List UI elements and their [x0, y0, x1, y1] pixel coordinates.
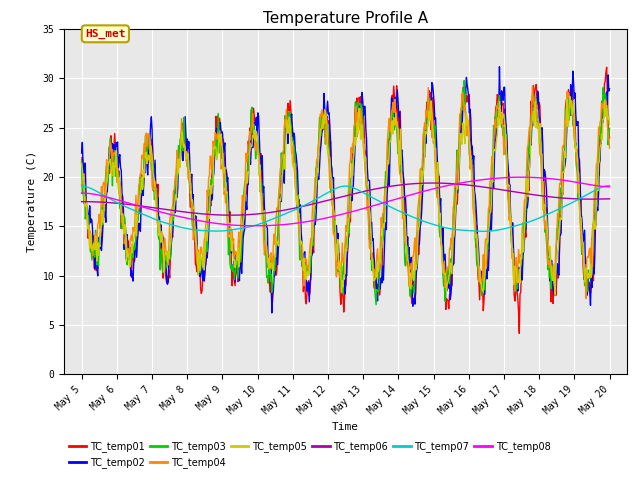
TC_temp01 [410, 280, 417, 286]
TC_temp07 [425, 220, 433, 226]
Line: TC_temp03: TC_temp03 [82, 81, 610, 305]
TC_temp03 [195, 264, 203, 270]
Line: TC_temp05: TC_temp05 [82, 96, 610, 295]
TC_temp03 [606, 125, 614, 131]
TC_temp05 [141, 151, 149, 157]
TC_temp08 [606, 184, 614, 190]
TC_temp03 [87, 247, 95, 252]
Line: TC_temp04: TC_temp04 [82, 87, 610, 299]
TC_temp07 [141, 212, 149, 218]
TC_temp08 [195, 218, 203, 224]
TC_temp02 [268, 310, 276, 316]
TC_temp07 [195, 228, 203, 233]
TC_temp07 [223, 228, 231, 233]
TC_temp06 [223, 212, 231, 218]
TC_temp01 [223, 172, 231, 178]
TC_temp06 [606, 196, 614, 202]
TC_temp06 [87, 199, 95, 204]
X-axis label: Time: Time [332, 421, 359, 432]
TC_temp04 [529, 84, 536, 90]
TC_temp05 [606, 121, 614, 127]
Line: TC_temp08: TC_temp08 [82, 177, 610, 226]
Text: HS_met: HS_met [85, 29, 125, 39]
TC_temp05 [87, 231, 95, 237]
TC_temp07 [606, 183, 614, 189]
Line: TC_temp07: TC_temp07 [82, 186, 610, 231]
TC_temp01 [195, 253, 203, 259]
TC_temp07 [87, 186, 95, 192]
TC_temp06 [410, 181, 418, 187]
TC_temp02 [78, 150, 86, 156]
TC_temp02 [495, 64, 503, 70]
Legend: TC_temp01, TC_temp02, TC_temp03, TC_temp04, TC_temp05, TC_temp06, TC_temp07, TC_: TC_temp01, TC_temp02, TC_temp03, TC_temp… [69, 442, 550, 468]
TC_temp03 [372, 302, 380, 308]
TC_temp05 [78, 161, 86, 167]
TC_temp01 [606, 135, 614, 141]
TC_temp05 [552, 292, 559, 298]
TC_temp08 [141, 205, 149, 211]
Line: TC_temp06: TC_temp06 [82, 183, 610, 215]
TC_temp06 [195, 211, 203, 216]
TC_temp05 [223, 189, 231, 194]
TC_temp06 [429, 180, 436, 186]
TC_temp05 [195, 249, 203, 255]
TC_temp01 [425, 88, 433, 94]
TC_temp08 [517, 174, 525, 180]
TC_temp02 [195, 260, 203, 266]
TC_temp04 [410, 253, 417, 259]
TC_temp01 [87, 244, 95, 250]
TC_temp03 [78, 158, 86, 164]
TC_temp04 [87, 245, 95, 251]
TC_temp01 [78, 160, 86, 166]
Y-axis label: Temperature (C): Temperature (C) [27, 151, 37, 252]
TC_temp05 [425, 108, 433, 114]
TC_temp08 [223, 222, 231, 228]
Title: Temperature Profile A: Temperature Profile A [263, 11, 428, 26]
TC_temp02 [87, 216, 95, 222]
TC_temp08 [78, 190, 86, 196]
TC_temp03 [141, 132, 149, 138]
TC_temp04 [78, 182, 86, 188]
Line: TC_temp02: TC_temp02 [82, 67, 610, 313]
TC_temp04 [606, 145, 614, 151]
TC_temp08 [250, 223, 258, 228]
TC_temp07 [410, 215, 417, 220]
TC_temp02 [223, 179, 231, 185]
TC_temp06 [141, 204, 149, 209]
TC_temp05 [566, 94, 574, 99]
TC_temp02 [606, 86, 614, 92]
TC_temp06 [78, 199, 86, 204]
TC_temp01 [515, 330, 523, 336]
TC_temp02 [426, 105, 433, 111]
Line: TC_temp01: TC_temp01 [82, 67, 610, 333]
TC_temp04 [223, 204, 231, 209]
TC_temp06 [426, 180, 433, 186]
TC_temp08 [87, 191, 95, 197]
TC_temp01 [141, 141, 149, 146]
TC_temp03 [410, 290, 418, 296]
TC_temp08 [410, 191, 418, 197]
TC_temp03 [460, 78, 468, 84]
TC_temp03 [426, 97, 433, 103]
TC_temp02 [410, 295, 418, 301]
TC_temp04 [141, 140, 149, 146]
TC_temp08 [426, 187, 433, 192]
TC_temp02 [141, 148, 149, 154]
TC_temp06 [227, 212, 234, 218]
TC_temp07 [78, 183, 86, 189]
TC_temp03 [223, 208, 231, 214]
TC_temp04 [582, 296, 590, 301]
TC_temp05 [410, 277, 417, 283]
TC_temp01 [603, 64, 611, 70]
TC_temp04 [425, 98, 433, 104]
TC_temp07 [480, 228, 488, 234]
TC_temp04 [195, 266, 203, 272]
